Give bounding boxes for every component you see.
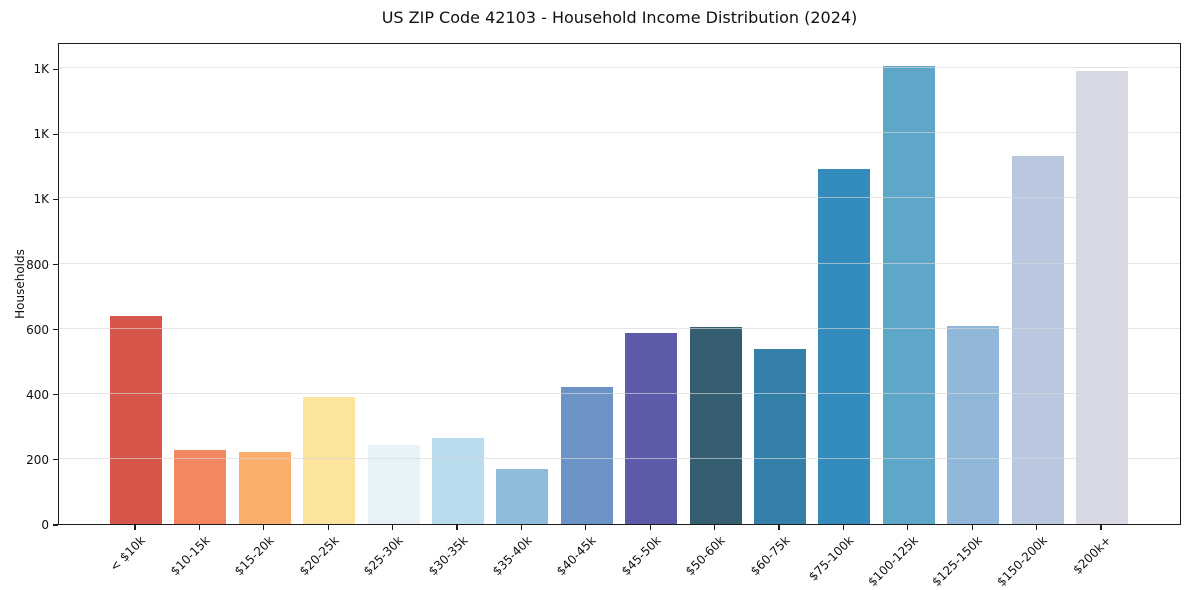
- gridline-1000: [59, 197, 1180, 199]
- x-tick-label: $25-30k: [360, 533, 406, 579]
- x-tick-label: < $10k: [107, 533, 149, 575]
- x-tick-mark: [1100, 525, 1102, 530]
- bar-$150-200k: [1011, 156, 1064, 524]
- x-tick-mark: [971, 525, 973, 530]
- bar-$35-40k: [496, 469, 549, 524]
- plot-area: [58, 43, 1181, 525]
- x-tick-label: $10-15k: [167, 533, 213, 579]
- x-tick-mark: [456, 525, 458, 530]
- bar-$125-150k: [947, 326, 1000, 524]
- bar-$15-20k: [238, 452, 291, 524]
- x-tick-mark: [134, 525, 136, 530]
- bar-$20-25k: [303, 397, 356, 524]
- x-tick-label: $45-50k: [618, 533, 664, 579]
- bar-$40-45k: [560, 387, 613, 524]
- bar-$60-75k: [754, 348, 806, 524]
- x-tick-mark: [778, 525, 780, 530]
- x-tick-mark: [842, 525, 844, 530]
- gridline-200: [59, 457, 1180, 459]
- x-tick-label: $75-100k: [806, 533, 857, 584]
- y-tick-label: 400: [26, 387, 49, 402]
- x-tick-mark: [714, 525, 716, 530]
- y-tick-mark: [53, 198, 58, 200]
- x-tick-label: $60-75k: [747, 533, 793, 579]
- x-tick-mark: [198, 525, 200, 530]
- bar-$30-35k: [432, 438, 484, 524]
- y-tick-label: 1K: [33, 62, 49, 77]
- y-tick-label: 1K: [33, 192, 49, 207]
- y-tick-mark: [53, 263, 58, 266]
- x-tick-label: $20-25k: [296, 533, 342, 579]
- y-tick-label: 1K: [33, 127, 49, 142]
- y-tick-mark: [53, 68, 58, 70]
- y-tick-mark: [53, 133, 58, 135]
- y-tick-label: 600: [26, 322, 49, 337]
- bar-$50-60k: [689, 327, 742, 524]
- x-tick-label: $30-35k: [425, 533, 471, 579]
- x-tick-label: $125-150k: [929, 533, 986, 589]
- x-tick-mark: [263, 525, 265, 530]
- x-tick-mark: [327, 525, 329, 530]
- gridline-600: [59, 327, 1180, 329]
- y-tick-label: 0: [41, 518, 49, 532]
- y-tick-label: 800: [26, 257, 49, 272]
- y-tick-mark: [53, 394, 58, 396]
- x-tick-label: $35-40k: [489, 533, 535, 579]
- gridline-400: [59, 392, 1180, 394]
- gridline-1200: [59, 132, 1180, 134]
- bar-$100-125k: [882, 66, 935, 524]
- x-tick-label: $100-125k: [865, 533, 922, 589]
- bar-$45-50k: [625, 332, 678, 524]
- gridline-1400: [59, 67, 1180, 69]
- bar-< $10k: [110, 315, 162, 524]
- y-tick-label: 200: [26, 452, 49, 467]
- x-tick-label: $50-60k: [682, 533, 728, 579]
- x-tick-label: $15-20k: [232, 533, 278, 579]
- x-tick-label: $150-200k: [994, 533, 1050, 589]
- x-tick-mark: [1036, 525, 1038, 530]
- x-tick-mark: [392, 525, 394, 530]
- x-tick-mark: [585, 525, 587, 530]
- y-tick-mark: [53, 459, 58, 461]
- chart-title: US ZIP Code 42103 - Household Income Dis…: [381, 8, 858, 27]
- y-tick-mark: [53, 524, 58, 526]
- x-tick-mark: [907, 525, 909, 530]
- x-tick-mark: [520, 525, 522, 530]
- y-tick-mark: [53, 329, 58, 331]
- x-tick-label: $40-45k: [554, 533, 600, 579]
- y-axis-label: Households: [13, 249, 27, 319]
- bar-$200k+: [1076, 71, 1128, 524]
- bar-$10-15k: [174, 449, 227, 524]
- x-tick-label: $200k+: [1070, 533, 1115, 577]
- bar-$75-100k: [818, 169, 871, 524]
- gridline-800: [59, 262, 1180, 264]
- x-tick-mark: [649, 525, 651, 530]
